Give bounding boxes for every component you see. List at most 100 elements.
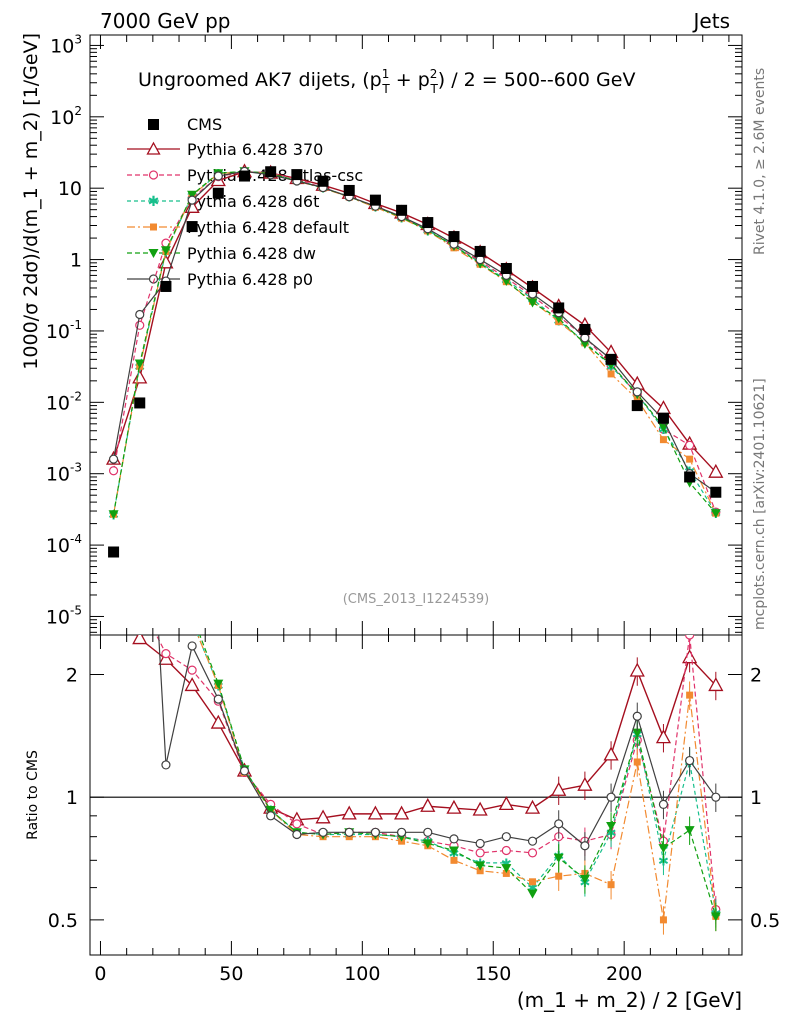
point-p0	[187, 195, 197, 205]
point-p370	[655, 400, 672, 415]
point-cms	[579, 323, 591, 335]
ratio-line-dw	[199, 635, 717, 917]
ratio-point-atlascsc	[161, 649, 171, 659]
point-p0	[580, 333, 590, 343]
ratio-point-p0	[136, 292, 144, 300]
ratio-point-p370	[420, 797, 436, 812]
ratio-point-dw	[632, 728, 643, 738]
ratio-point-p0	[396, 827, 407, 837]
x-tick-label: 150	[475, 963, 511, 985]
legend-entry-default: Pythia 6.428 default	[127, 218, 349, 237]
ratio-point-p0	[580, 841, 590, 851]
point-atlascsc	[685, 440, 695, 450]
series-line-dw	[112, 170, 717, 515]
ratio-point-atlascsc	[136, 599, 144, 607]
ratio-point-p0	[501, 832, 511, 842]
legend-label-370: Pythia 6.428 370	[187, 140, 323, 159]
ratio-point-p370	[394, 805, 410, 820]
y-tick-label: 102	[50, 104, 82, 129]
ratio-point-p0	[554, 819, 564, 829]
ratio-point-atlascsc	[527, 848, 538, 858]
header-right: Jets	[692, 9, 730, 33]
point-cms	[684, 471, 696, 483]
ratio-point-atlascsc	[475, 848, 485, 858]
point-cms	[605, 353, 617, 365]
point-cms	[186, 221, 198, 233]
point-cms	[422, 217, 434, 229]
y-tick-label: 103	[50, 32, 82, 57]
point-cms	[631, 400, 643, 412]
y-tick-label: 1	[70, 250, 82, 272]
side-label-top: Rivet 4.1.0, ≥ 2.6M events	[752, 68, 768, 255]
y-tick-label: 10-1	[46, 318, 82, 343]
ratio-point-atlascsc	[110, 326, 118, 334]
ratio-point-p0	[239, 766, 250, 776]
ratio-point-dw	[553, 853, 564, 863]
ratio-point-dw	[213, 679, 224, 689]
point-cms	[265, 166, 277, 178]
ratio-point-dw	[579, 874, 590, 884]
point-default	[659, 436, 667, 444]
point-dw	[527, 298, 538, 308]
point-cms	[291, 169, 303, 181]
ratio-point-p0	[685, 755, 695, 766]
y-tick-label: 10-2	[46, 389, 82, 414]
point-dw	[579, 339, 590, 349]
point-cms	[238, 170, 250, 182]
ratio-point-p0	[632, 711, 642, 721]
ratio-point-p370	[498, 796, 514, 811]
ratio-point-p0	[370, 827, 381, 837]
main-series: ✱✱✱✱✱✱✱✱✱✱✱✱✱✱✱✱✱✱✱✱✱✱✱✱	[105, 163, 724, 558]
y-tick-label: 10-3	[46, 461, 82, 486]
ratio-y-tick-label-right: 1	[750, 787, 762, 809]
point-cms	[657, 412, 669, 424]
ratio-point-atlascsc	[187, 665, 197, 675]
ratio-point-p0	[527, 836, 538, 846]
ratio-line-p370	[138, 635, 717, 821]
ratio-point-d6t: ✱	[134, 580, 145, 595]
ratio-point-d6t: ✱	[187, 615, 198, 630]
ratio-point-dw	[135, 571, 145, 580]
x-tick-label: 0	[94, 963, 106, 985]
ratio-point-dw	[265, 806, 276, 816]
legend-label-default: Pythia 6.428 default	[187, 218, 349, 237]
legend-marker-default	[150, 223, 157, 231]
legend-entry-cms: CMS	[148, 115, 222, 134]
point-dw	[108, 510, 119, 520]
point-cms	[500, 262, 512, 274]
ratio-point-p0	[161, 760, 171, 770]
point-cms	[474, 245, 486, 257]
ratio-point-default	[110, 577, 117, 584]
ratio-point-dw	[527, 889, 538, 899]
ratio-point-default	[502, 869, 510, 877]
ratio-point-dw	[710, 912, 721, 922]
ratio-y-tick-label-right: 0.5	[750, 910, 780, 932]
ratio-y-tick-label-right: 2	[750, 664, 762, 686]
point-cms	[108, 546, 120, 558]
ratio-point-d6t: ✱	[527, 882, 538, 897]
ratio-point-default	[476, 867, 484, 875]
point-p0	[108, 454, 119, 464]
ratio-series: ✱✱✱✱✱✱✱✱✱✱✱✱✱✱✱✱✱✱✱✱✱✱✱✱	[110, 292, 724, 935]
point-cms	[343, 184, 355, 196]
ratio-point-dw	[501, 864, 512, 874]
point-cms	[710, 486, 722, 498]
ratio-point-atlascsc	[685, 635, 695, 640]
point-p0	[135, 309, 145, 320]
x-axis-label: (m_1 + m_2) / 2 [GeV]	[517, 988, 742, 1012]
ratio-y-tick-label: 1	[66, 787, 78, 809]
legend-marker-370	[146, 141, 161, 155]
legend-marker-cms	[148, 119, 159, 130]
ratio-point-p370	[524, 799, 541, 814]
ratio-line-default	[197, 635, 717, 920]
ratio-point-default	[555, 872, 563, 880]
ratio-point-atlascsc	[501, 845, 511, 856]
point-cms	[317, 175, 329, 187]
ratio-y-label: Ratio to CMS	[25, 750, 41, 840]
ratio-y-tick-label: 0.5	[48, 910, 78, 932]
ratio-point-dw	[658, 844, 669, 854]
point-atlascsc	[108, 466, 119, 476]
point-default	[607, 370, 615, 378]
ratio-point-p370	[446, 799, 462, 814]
series-line-p370	[112, 171, 717, 473]
